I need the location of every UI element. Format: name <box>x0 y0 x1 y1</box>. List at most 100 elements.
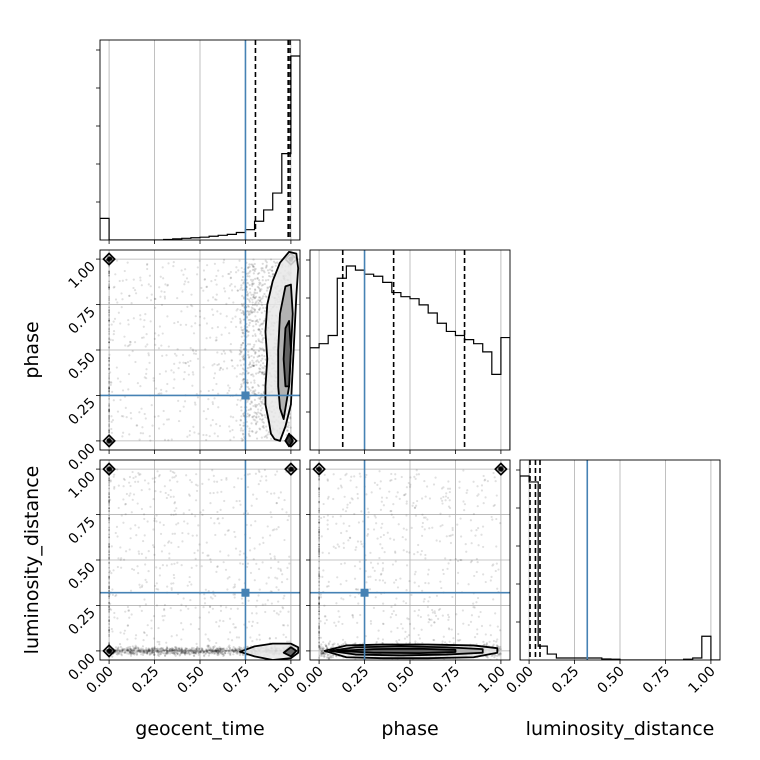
scatter-point <box>108 501 110 503</box>
scatter-point <box>171 470 174 474</box>
scatter-point <box>345 579 348 582</box>
scatter-point <box>216 647 219 651</box>
scatter-point <box>108 543 110 546</box>
scatter-point <box>202 289 205 292</box>
scatter-point <box>451 595 454 599</box>
scatter-point <box>188 508 191 512</box>
scatter-point <box>220 333 223 336</box>
scatter-point <box>172 649 175 652</box>
scatter-point <box>108 387 110 390</box>
scatter-point <box>116 410 120 413</box>
scatter-point <box>108 605 110 608</box>
scatter-point <box>174 474 178 477</box>
scatter-point <box>459 558 462 562</box>
scatter-point <box>371 566 374 569</box>
scatter-point <box>259 397 262 400</box>
scatter-point <box>154 584 157 588</box>
scatter-point <box>167 345 170 348</box>
scatter-point <box>452 642 456 645</box>
scatter-point <box>108 602 110 605</box>
scatter-point <box>108 410 110 412</box>
scatter-point <box>264 266 268 269</box>
scatter-point <box>253 381 256 384</box>
scatter-point <box>289 469 292 472</box>
scatter-point <box>180 650 183 654</box>
scatter-point <box>485 644 488 647</box>
scatter-point <box>230 359 234 362</box>
scatter-point <box>456 639 459 642</box>
scatter-point <box>198 543 201 546</box>
scatter-point <box>251 639 254 643</box>
scatter-point <box>381 547 384 550</box>
scatter-point <box>178 648 181 651</box>
scatter-point <box>404 492 407 496</box>
scatter-point <box>107 649 111 652</box>
scatter-point <box>176 348 179 351</box>
scatter-point <box>108 510 110 513</box>
scatter-point <box>180 647 183 651</box>
scatter-point <box>358 472 361 475</box>
scatter-point <box>444 495 448 498</box>
scatter-point <box>216 517 219 521</box>
scatter-point <box>163 485 166 488</box>
scatter-point <box>228 617 232 620</box>
scatter-point <box>146 267 149 271</box>
scatter-point <box>205 285 209 288</box>
scatter-point <box>223 499 226 503</box>
scatter-point <box>318 646 321 650</box>
scatter-point <box>108 582 110 585</box>
scatter-point <box>153 645 156 649</box>
x-tick-label: 0.50 <box>174 664 207 697</box>
scatter-point <box>269 534 272 537</box>
scatter-point <box>170 563 173 566</box>
scatter-point <box>326 497 330 500</box>
scatter-point <box>124 651 127 654</box>
scatter-point <box>144 650 148 653</box>
scatter-point <box>168 650 171 653</box>
scatter-point <box>405 514 408 517</box>
scatter-point <box>417 633 420 637</box>
scatter-point <box>108 363 110 366</box>
scatter-point <box>342 546 345 550</box>
scatter-point <box>247 266 250 270</box>
scatter-point <box>360 542 363 546</box>
scatter-point <box>252 307 255 310</box>
scatter-point <box>187 364 191 368</box>
scatter-point <box>108 607 111 610</box>
scatter-point <box>107 440 110 444</box>
scatter-point <box>223 652 226 655</box>
scatter-point <box>108 620 110 623</box>
scatter-point <box>257 328 260 331</box>
scatter-point <box>424 557 427 560</box>
scatter-point <box>238 578 241 581</box>
scatter-point <box>108 467 112 471</box>
scatter-point <box>195 564 198 567</box>
scatter-point <box>253 379 256 382</box>
scatter-point <box>211 647 215 651</box>
scatter-point <box>106 439 110 443</box>
scatter-point <box>108 528 110 531</box>
scatter-point <box>106 438 110 442</box>
scatter-point <box>143 412 146 416</box>
scatter-point <box>105 649 108 652</box>
scatter-point <box>446 487 450 490</box>
scatter-point <box>357 602 360 605</box>
scatter-point <box>109 257 113 260</box>
scatter-point <box>381 579 385 582</box>
scatter-point <box>248 300 251 303</box>
scatter-point <box>246 562 250 565</box>
scatter-point <box>427 621 430 624</box>
scatter-point <box>151 651 154 654</box>
scatter-point <box>107 648 111 652</box>
scatter-point <box>399 577 402 580</box>
scatter-point <box>447 480 450 483</box>
scatter-point <box>180 638 183 641</box>
scatter-point <box>174 654 177 657</box>
scatter-point <box>495 517 498 521</box>
scatter-point <box>221 652 225 656</box>
scatter-point <box>323 660 325 662</box>
scatter-point <box>166 315 169 318</box>
scatter-point <box>163 654 167 657</box>
scatter-point <box>495 562 498 565</box>
scatter-point <box>122 477 126 481</box>
